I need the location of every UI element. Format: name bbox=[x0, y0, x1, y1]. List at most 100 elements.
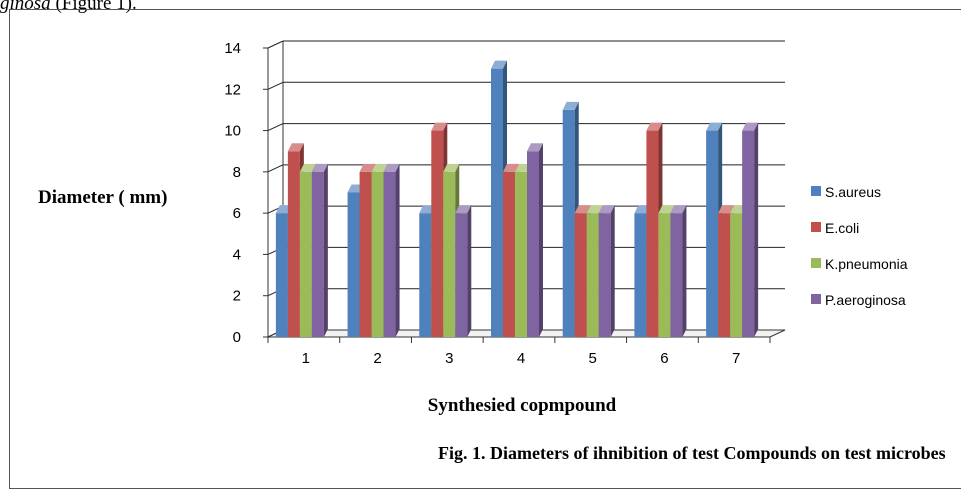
bar-front bbox=[586, 213, 599, 337]
bar-top bbox=[586, 205, 603, 214]
bar-front bbox=[706, 130, 719, 337]
y-tick-label: 12 bbox=[224, 81, 241, 98]
bar-top bbox=[455, 205, 472, 214]
bar-front bbox=[718, 213, 731, 337]
legend-swatch bbox=[811, 186, 821, 196]
bar bbox=[455, 205, 472, 337]
bar bbox=[598, 205, 615, 337]
x-tick-label: 5 bbox=[589, 350, 597, 367]
bar-front bbox=[646, 130, 659, 337]
bar-front bbox=[742, 130, 755, 337]
gridline-depth bbox=[267, 164, 284, 173]
bar-front bbox=[431, 130, 444, 337]
bar-front bbox=[275, 213, 288, 337]
bar-front bbox=[311, 171, 324, 337]
bar-top bbox=[670, 205, 687, 214]
bar-top bbox=[311, 163, 328, 172]
bar-top bbox=[299, 163, 316, 172]
bar-front bbox=[598, 213, 611, 337]
legend-swatch bbox=[811, 294, 821, 304]
bar-front bbox=[574, 213, 587, 337]
bar-top bbox=[718, 205, 735, 214]
bar-front bbox=[634, 213, 647, 337]
legend-item: E.coli bbox=[811, 220, 859, 236]
legend-label: E.coli bbox=[825, 220, 859, 236]
x-tick-label: 6 bbox=[660, 350, 668, 367]
y-tick-labels: 0 2 4 6 8 10 12 14 bbox=[224, 40, 241, 346]
bar bbox=[527, 143, 543, 337]
bar-front bbox=[503, 171, 515, 337]
y-tick-label: 0 bbox=[233, 329, 241, 346]
legend-swatch bbox=[811, 258, 821, 268]
context-text-italic: ginosa bbox=[0, 0, 51, 14]
y-tick-label: 8 bbox=[233, 164, 241, 181]
x-tick-label: 1 bbox=[302, 350, 310, 367]
legend-label: K.pneumonia bbox=[825, 256, 908, 272]
bar-front bbox=[371, 171, 384, 337]
x-tick-label: 7 bbox=[732, 350, 740, 367]
bar-top bbox=[562, 101, 579, 110]
bar-side bbox=[539, 143, 543, 337]
bar-top bbox=[658, 205, 675, 214]
bar bbox=[383, 163, 400, 337]
y-tick-label: 14 bbox=[224, 40, 241, 57]
bar-front bbox=[419, 213, 432, 337]
x-tick-labels: 1 2 3 4 5 6 7 bbox=[302, 350, 741, 367]
bar-front bbox=[658, 213, 671, 337]
bar-top bbox=[706, 122, 723, 131]
bar-side bbox=[395, 163, 400, 337]
bar-top bbox=[574, 205, 591, 214]
x-tick-label: 2 bbox=[373, 350, 381, 367]
y-tick-label: 4 bbox=[233, 246, 241, 263]
legend-label: S.aureus bbox=[825, 184, 881, 200]
bar-side bbox=[467, 205, 472, 337]
gridline-depth bbox=[267, 123, 284, 132]
gridline-depth bbox=[267, 81, 284, 90]
x-axis-title: Synthesied copmpound bbox=[428, 395, 617, 416]
bar-front bbox=[670, 213, 683, 337]
bar bbox=[311, 163, 328, 337]
legend-item: P.aeroginosa bbox=[811, 292, 906, 308]
figure-caption: Fig. 1. Diameters of ihnibition of test … bbox=[438, 443, 946, 463]
bar-top bbox=[383, 163, 400, 172]
bar-top bbox=[287, 143, 304, 152]
bar-front bbox=[491, 68, 503, 338]
bar-top bbox=[598, 205, 615, 214]
bar-front bbox=[383, 171, 396, 337]
bar-front bbox=[347, 192, 360, 337]
legend-item: S.aureus bbox=[811, 184, 881, 200]
bar bbox=[742, 122, 759, 337]
bar-front bbox=[730, 213, 743, 337]
context-text: ginosa (Figure 1). bbox=[0, 0, 137, 15]
bar bbox=[670, 205, 687, 337]
bar-top bbox=[742, 122, 759, 131]
bar-top bbox=[491, 60, 507, 69]
bar-front bbox=[359, 171, 372, 337]
bar-side bbox=[682, 205, 687, 337]
bar-front bbox=[527, 151, 539, 337]
y-axis-title: Diameter ( mm) bbox=[38, 187, 167, 208]
legend-item: K.pneumonia bbox=[811, 256, 908, 272]
bar-front bbox=[515, 171, 527, 337]
bar-top bbox=[646, 122, 663, 131]
bar-top bbox=[359, 163, 376, 172]
bar-side bbox=[754, 122, 759, 337]
y-tick-label: 6 bbox=[233, 205, 241, 222]
bar-front bbox=[287, 151, 300, 337]
legend: S.aureus E.coli K.pneumonia P.aeroginosa bbox=[811, 184, 908, 308]
bar-top bbox=[371, 163, 388, 172]
bar-side bbox=[610, 205, 615, 337]
x-tick-label: 3 bbox=[445, 350, 453, 367]
y-tick-label: 10 bbox=[224, 123, 241, 140]
x-tick-label: 4 bbox=[517, 350, 525, 367]
context-text-rest: (Figure 1). bbox=[50, 0, 137, 14]
bar-side bbox=[323, 163, 328, 337]
legend-label: P.aeroginosa bbox=[825, 292, 906, 308]
bar-front bbox=[455, 213, 468, 337]
bar-front bbox=[299, 171, 312, 337]
legend-swatch bbox=[811, 222, 821, 232]
gridline-depth bbox=[267, 40, 284, 49]
bar-top bbox=[431, 122, 448, 131]
bar-front bbox=[443, 171, 456, 337]
